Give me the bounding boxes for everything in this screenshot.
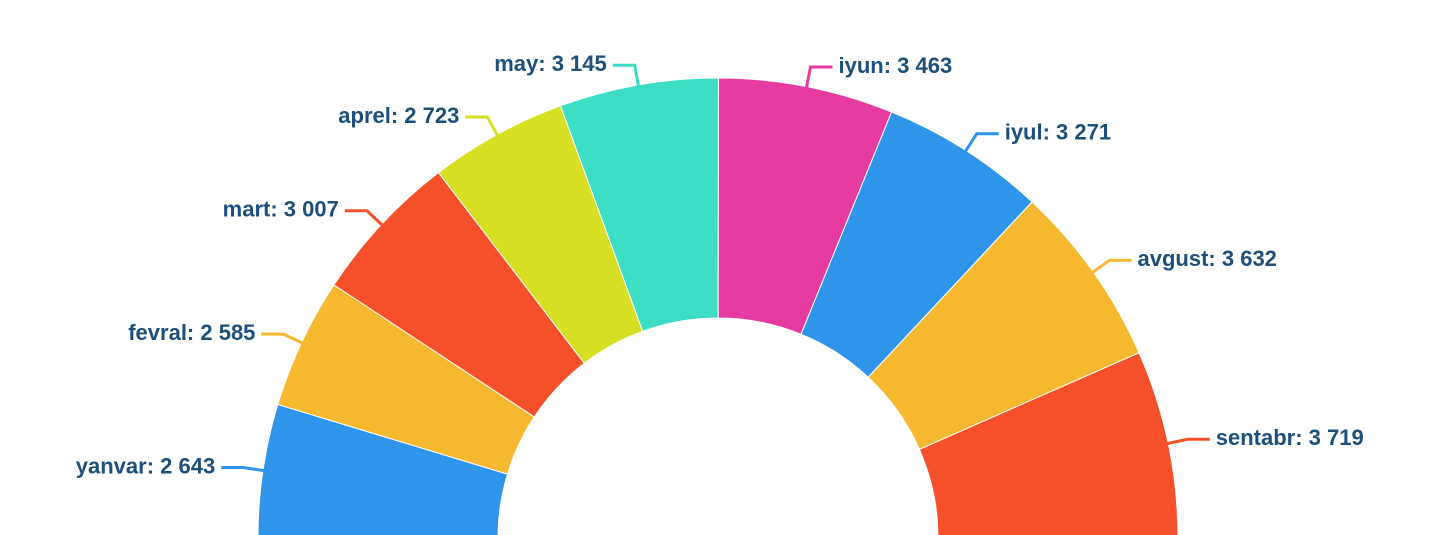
data-label: may: 3 145	[494, 51, 607, 76]
data-label: yanvar: 2 643	[76, 453, 215, 478]
leader-line	[612, 63, 642, 94]
leader-line	[261, 332, 310, 348]
data-label: iyun: 3 463	[839, 53, 953, 78]
data-label: sentabr: 3 719	[1216, 425, 1364, 450]
leader-line	[960, 132, 999, 159]
data-label: mart: 3 007	[223, 197, 339, 222]
leader-line	[1160, 437, 1210, 447]
leader-line	[1085, 258, 1132, 278]
data-label: avgust: 3 632	[1138, 246, 1277, 271]
leader-line	[344, 209, 389, 231]
leader-line	[221, 466, 272, 474]
data-label: fevral: 2 585	[128, 320, 255, 345]
data-label: aprel: 2 723	[338, 103, 459, 128]
slice	[918, 352, 1179, 535]
data-label: iyul: 3 271	[1005, 120, 1111, 145]
leader-line	[465, 115, 503, 143]
leader-line	[803, 65, 833, 95]
